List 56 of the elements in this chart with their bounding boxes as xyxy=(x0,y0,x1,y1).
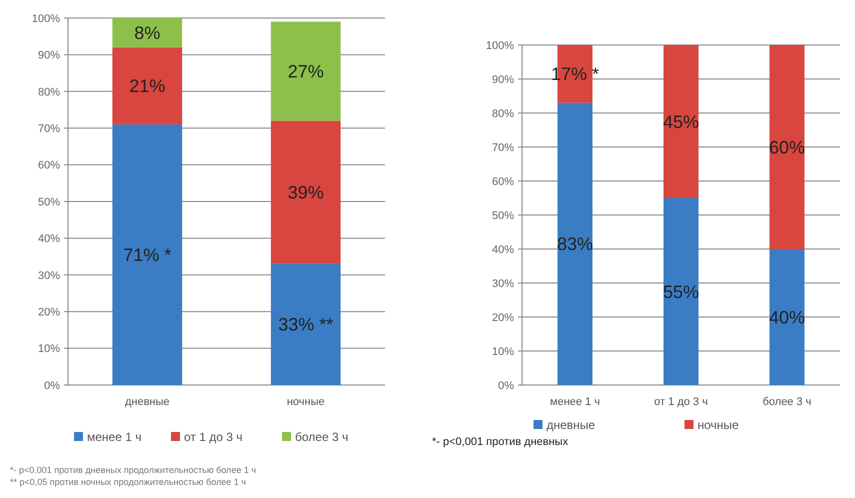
data-label: 8% xyxy=(134,22,160,43)
bar xyxy=(770,249,804,385)
y-tick-label: 70% xyxy=(492,142,514,154)
y-tick-label: 100% xyxy=(32,12,60,25)
bar xyxy=(112,18,182,48)
data-label: 71% * xyxy=(123,245,172,266)
bar xyxy=(770,45,804,249)
legend-label: ночные xyxy=(698,418,740,432)
bar xyxy=(664,45,698,198)
data-label: 60% xyxy=(768,137,806,158)
legend-label: от 1 до 3 ч xyxy=(184,430,243,444)
y-tick-label: 0% xyxy=(44,380,60,392)
y-tick-label: 100% xyxy=(486,40,514,52)
y-tick-label: 60% xyxy=(492,176,514,188)
y-tick-label: 90% xyxy=(492,74,514,86)
y-tick-label: 40% xyxy=(38,233,60,246)
bar xyxy=(270,120,341,264)
x-tick-label: более 3 ч xyxy=(762,396,812,408)
bar xyxy=(112,124,182,385)
bar xyxy=(112,47,182,124)
y-tick-label: 90% xyxy=(38,50,60,62)
bar xyxy=(664,198,698,385)
y-tick-label: 80% xyxy=(38,86,60,98)
y-tick-label: 10% xyxy=(38,343,60,356)
x-tick-label: ночные xyxy=(286,396,325,408)
data-label: 21% xyxy=(129,76,166,96)
legend-label: менее 1 ч xyxy=(87,430,142,444)
data-label: 39% xyxy=(288,182,324,203)
x-tick-label: менее 1 ч xyxy=(550,396,600,408)
y-tick-label: 30% xyxy=(492,278,514,290)
y-tick-label: 40% xyxy=(492,244,514,256)
x-tick-label: дневные xyxy=(124,396,170,408)
y-tick-label: 50% xyxy=(492,210,514,222)
bar xyxy=(558,102,592,385)
bar xyxy=(270,264,341,385)
y-tick-label: 20% xyxy=(38,306,60,318)
data-label: 55% xyxy=(662,282,700,302)
legend-label: более 3 ч xyxy=(295,430,348,444)
data-label: 27% xyxy=(288,62,324,82)
y-tick-label: 80% xyxy=(492,108,514,120)
bar xyxy=(270,22,341,121)
text: *- p<0,001 против дневных xyxy=(432,436,569,448)
y-tick-label: 70% xyxy=(38,122,60,135)
y-tick-label: 20% xyxy=(492,312,514,324)
data-label: 33% ** xyxy=(278,314,334,335)
x-tick-label: от 1 до 3 ч xyxy=(654,396,708,408)
data-label: 40% xyxy=(768,307,806,328)
y-tick-label: 60% xyxy=(38,160,60,172)
legend-label: дневные xyxy=(546,418,596,432)
y-tick-label: 10% xyxy=(492,346,514,358)
y-tick-label: 30% xyxy=(38,270,60,282)
y-tick-label: 50% xyxy=(38,196,60,208)
text: *- p<0.001 против дневных продолжительностью более 1 ч xyxy=(10,465,256,475)
y-tick-label: 0% xyxy=(498,380,514,392)
text: ** p<0,05 против ночных продолжительностью более 1 ч xyxy=(10,477,246,487)
data-label: 83% xyxy=(556,234,594,254)
